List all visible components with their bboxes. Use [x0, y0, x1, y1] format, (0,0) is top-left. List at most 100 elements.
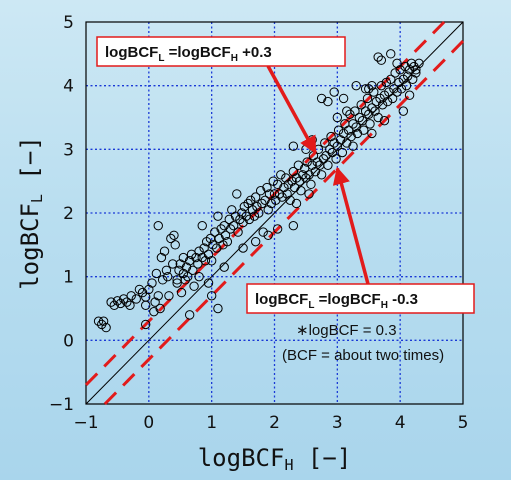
data-point — [338, 93, 349, 104]
data-point — [323, 160, 333, 170]
data-point — [318, 154, 329, 164]
data-point — [243, 198, 253, 209]
data-point — [294, 176, 305, 186]
data-point — [293, 160, 304, 170]
data-point — [398, 106, 409, 116]
data-point — [367, 80, 377, 91]
data-point — [367, 128, 377, 139]
data-point — [244, 214, 255, 225]
data-point — [401, 80, 412, 91]
data-point — [131, 294, 141, 304]
data-point — [282, 189, 292, 199]
data-point — [364, 109, 374, 120]
data-point — [151, 268, 162, 279]
data-point — [150, 297, 160, 307]
data-point — [101, 322, 111, 333]
data-point — [296, 186, 306, 196]
data-point — [194, 246, 204, 256]
data-point — [304, 170, 314, 180]
data-point — [184, 310, 195, 320]
x-tick-label: 4 — [395, 413, 406, 433]
data-point — [362, 93, 373, 104]
data-point — [331, 154, 341, 164]
data-point — [272, 179, 283, 190]
data-point — [411, 65, 421, 75]
data-point — [126, 291, 136, 301]
data-point — [306, 179, 316, 190]
axis-titles: logBCFH [−] logBCFL [−] — [16, 136, 351, 474]
data-point — [191, 252, 201, 263]
data-point — [263, 230, 273, 240]
data-point — [386, 49, 396, 59]
data-point — [157, 275, 168, 285]
y-tick-label: 4 — [63, 77, 74, 97]
data-point — [406, 58, 417, 69]
data-point — [147, 278, 157, 288]
data-point — [316, 170, 327, 180]
data-point — [304, 189, 314, 199]
data-point — [140, 319, 151, 330]
y-tick-label: −1 — [49, 395, 74, 415]
data-point — [369, 87, 379, 97]
y-tick-label: 1 — [63, 268, 74, 288]
y-tick-label: 3 — [63, 140, 74, 160]
data-point — [178, 252, 189, 263]
data-point — [376, 55, 387, 65]
data-point — [403, 71, 413, 81]
data-point — [175, 259, 185, 269]
data-point — [348, 119, 358, 129]
y-tick-label: 5 — [63, 13, 74, 33]
data-point — [382, 96, 393, 107]
data-point — [387, 93, 398, 104]
data-point — [250, 192, 261, 202]
data-point — [352, 128, 363, 139]
data-point — [156, 252, 167, 263]
data-point — [250, 236, 261, 247]
data-point — [360, 84, 371, 94]
data-point — [373, 52, 383, 62]
x-tick-label: 0 — [143, 413, 154, 433]
x-tick-label: −1 — [73, 413, 98, 433]
data-point — [291, 198, 302, 209]
data-point — [360, 106, 371, 116]
data-point — [277, 192, 287, 202]
data-point — [122, 297, 132, 307]
data-point — [323, 96, 333, 107]
data-point — [219, 262, 229, 272]
data-point — [392, 58, 402, 69]
x-tick-label: 3 — [332, 413, 343, 433]
data-point — [310, 166, 321, 177]
annotations: logBCFL =logBCFH +0.3 logBCFL =logBCFH -0… — [96, 36, 475, 364]
data-point — [255, 186, 266, 196]
data-point — [395, 65, 405, 75]
data-point — [390, 68, 400, 78]
data-point — [232, 189, 242, 199]
data-point — [373, 112, 383, 123]
data-point — [164, 291, 174, 301]
x-tick-label: 2 — [269, 413, 280, 433]
data-point — [302, 157, 312, 167]
data-point — [326, 131, 336, 142]
x-axis-title: logBCFH [−] — [198, 444, 352, 474]
x-tick-label: 1 — [206, 413, 217, 433]
data-point — [396, 84, 407, 94]
data-point — [211, 243, 222, 253]
note-line: ∗logBCF = 0.3 — [296, 322, 397, 339]
data-point — [93, 316, 104, 326]
data-point — [335, 135, 346, 145]
data-point — [414, 58, 424, 69]
data-point — [228, 221, 239, 231]
data-point — [288, 221, 299, 231]
data-point — [262, 182, 272, 193]
data-point — [408, 74, 418, 85]
note-line: (BCF = about two times) — [282, 347, 444, 364]
data-point — [285, 195, 295, 205]
data-point — [367, 103, 377, 113]
data-point — [257, 198, 267, 209]
data-point — [289, 182, 300, 193]
annotation-label: logBCFL =logBCFH +0.3 — [105, 44, 272, 64]
data-point — [188, 265, 198, 275]
data-point — [254, 208, 264, 218]
data-point — [354, 112, 365, 123]
data-point — [301, 173, 311, 183]
